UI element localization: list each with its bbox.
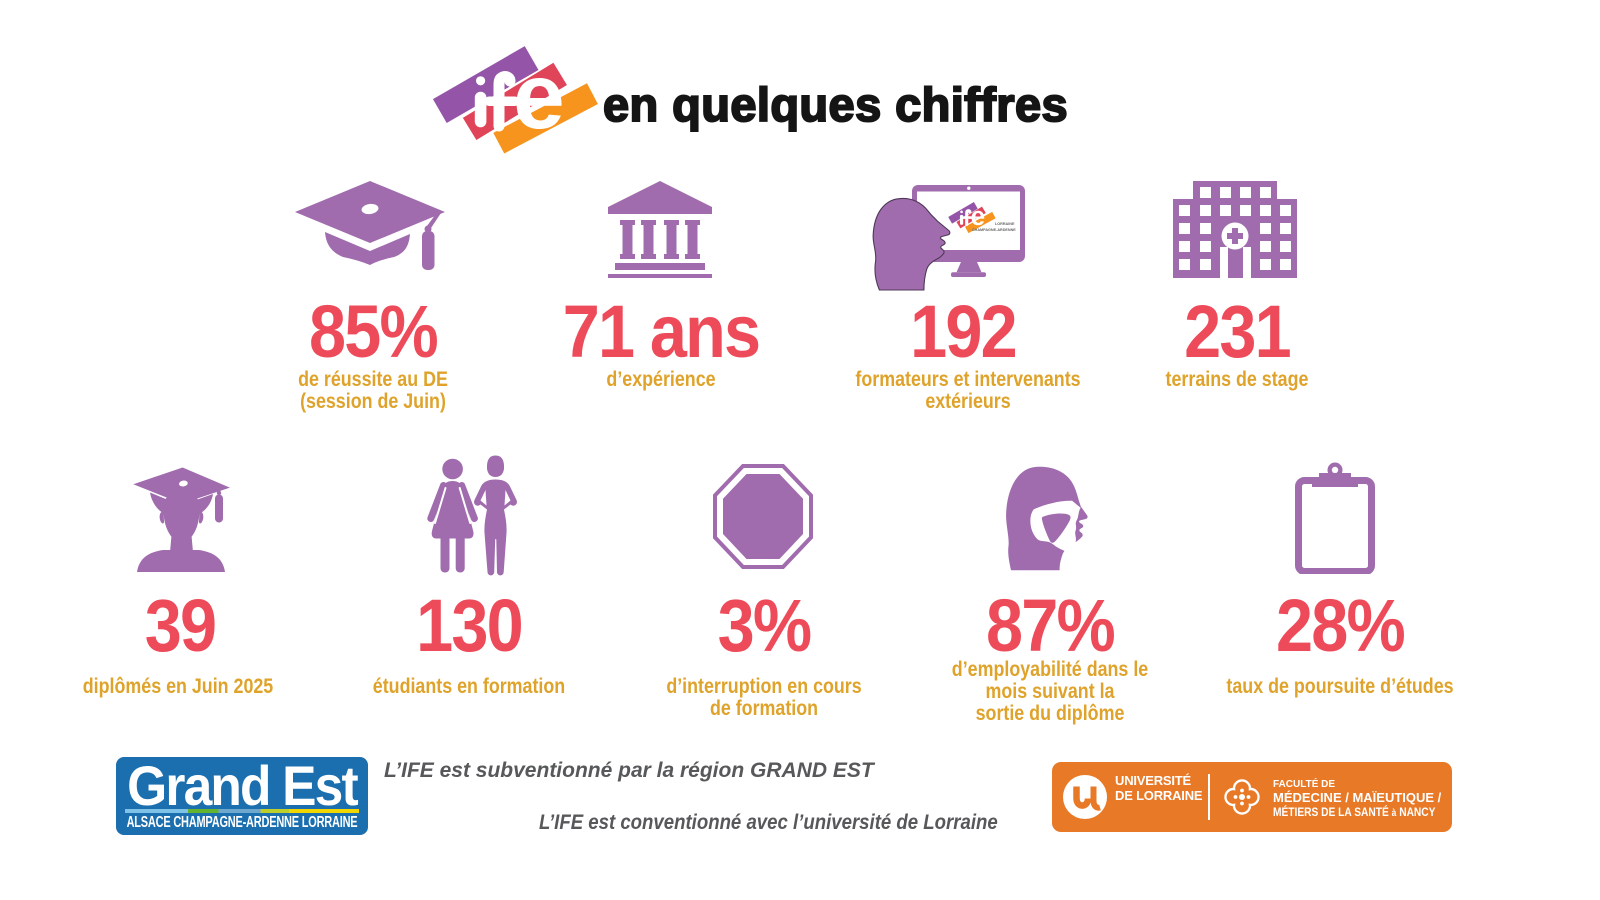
svg-text:LORRAINE: LORRAINE (995, 222, 1015, 226)
svg-text:CHAMPAGNE-ARDENNE: CHAMPAGNE-ARDENNE (972, 228, 1016, 232)
svg-text:e: e (513, 44, 565, 148)
svg-text:e: e (971, 201, 985, 231)
